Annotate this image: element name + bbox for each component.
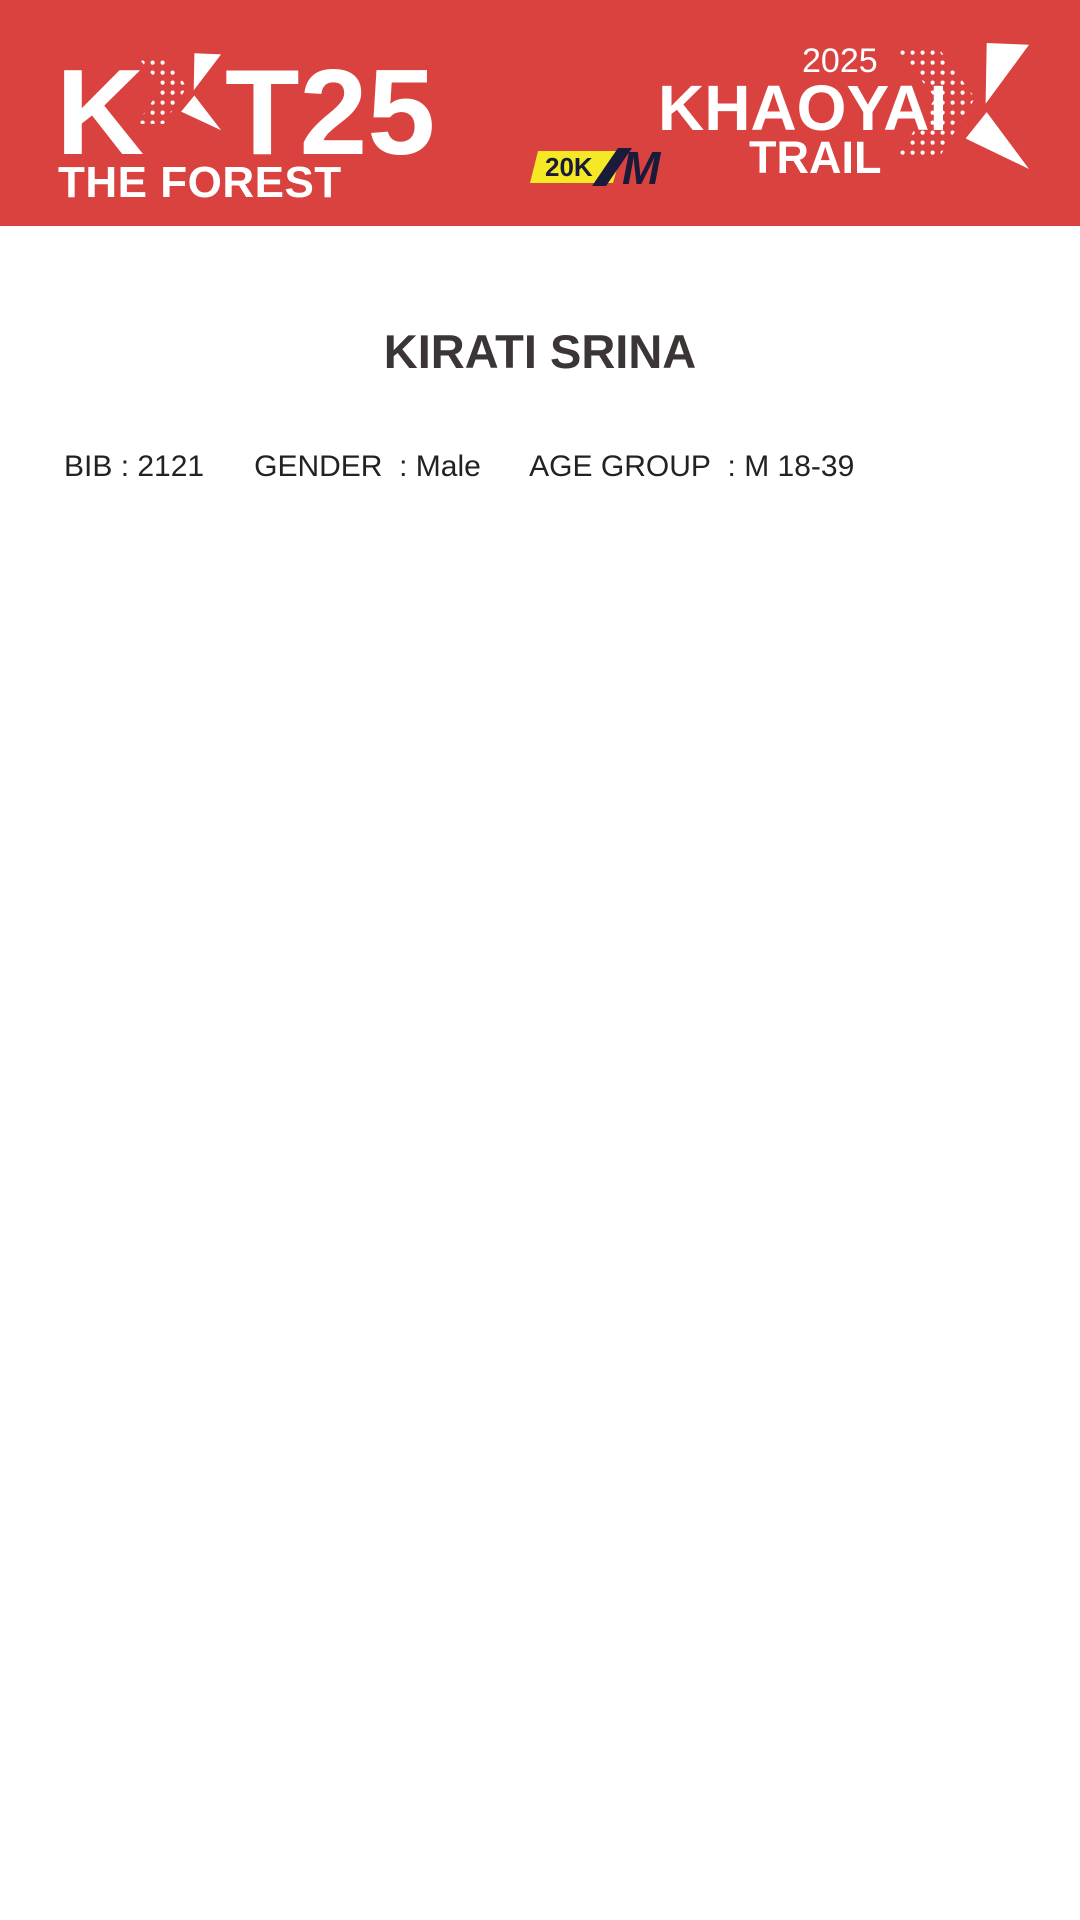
svg-text:M: M [622,142,662,194]
svg-text:THE FOREST: THE FOREST [58,158,342,207]
svg-text:TRAIL: TRAIL [749,132,881,183]
svg-text:20K: 20K [545,152,593,182]
